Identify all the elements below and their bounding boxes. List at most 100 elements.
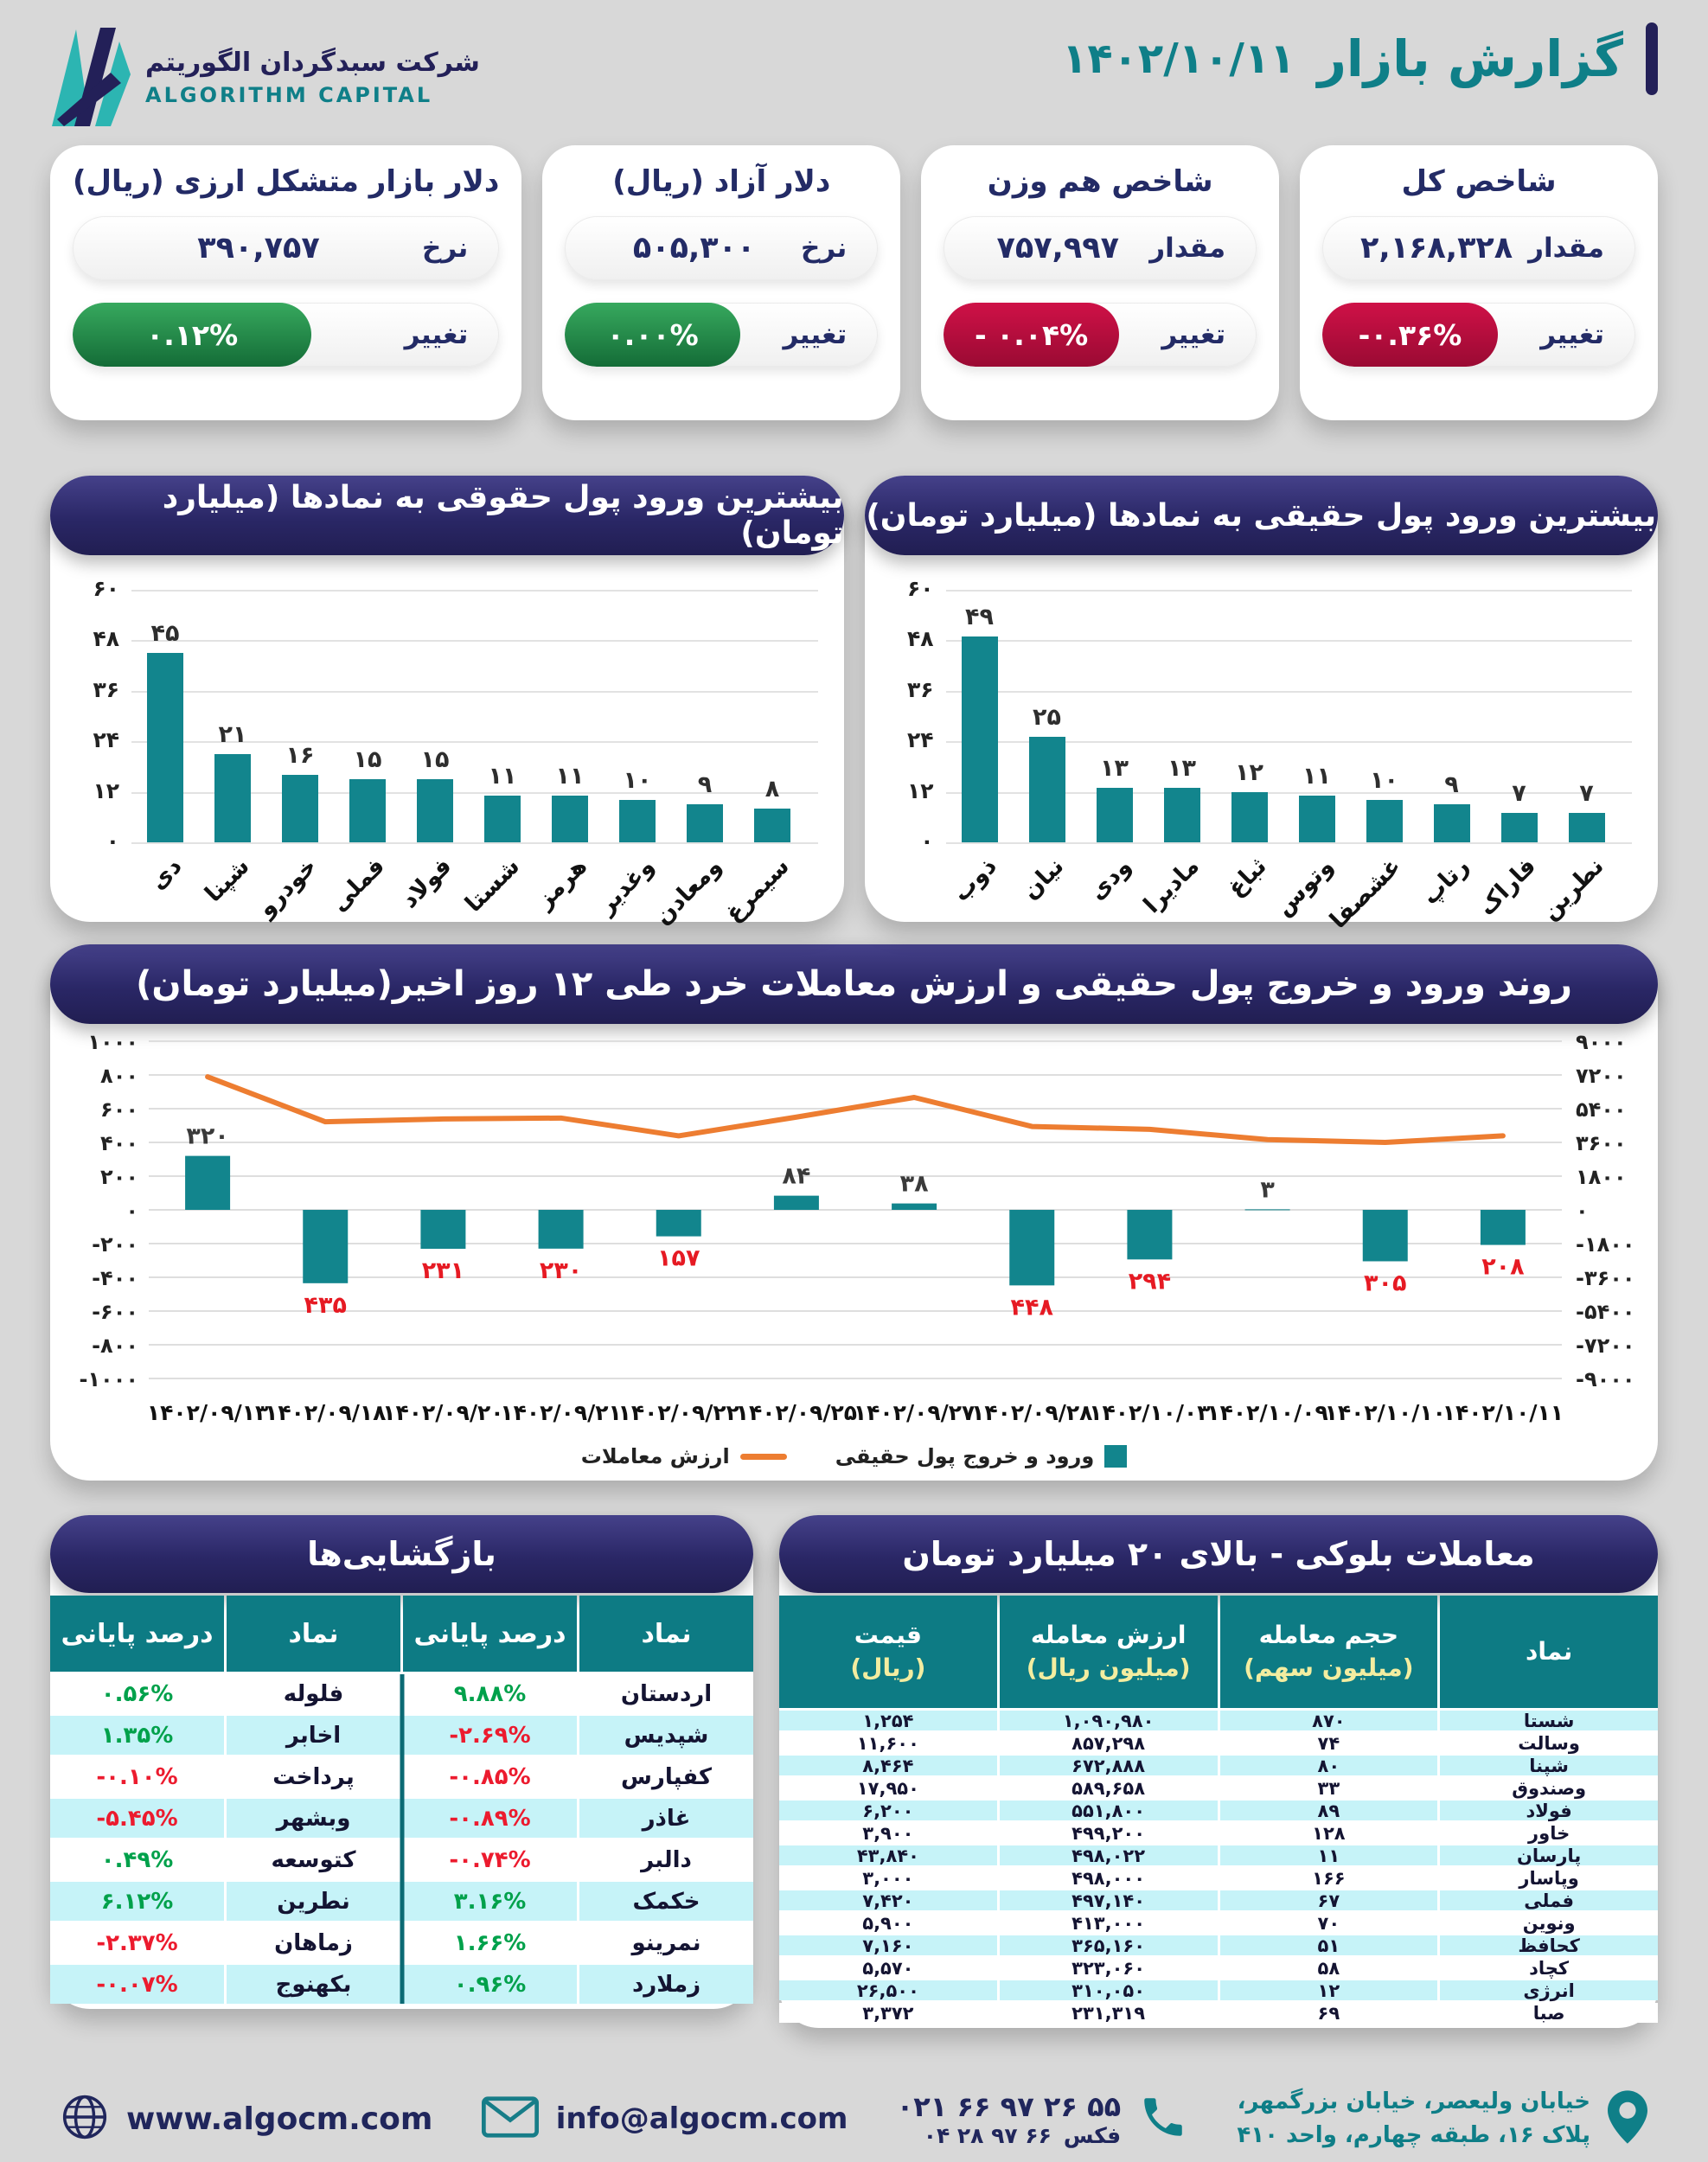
stat-card: دلار آزاد (ریال) نرخ ۵۰۵,۳۰۰ تغییر ۰.۰۰% [542,145,901,420]
cell-percent: -۰.۸۹% [403,1799,577,1838]
cell-price: ۵,۵۷۰ [779,1958,997,1979]
cell-value: ۱,۰۹۰,۹۸۰ [999,1711,1218,1731]
left-axis-tick: -۴۰۰ [92,1266,138,1290]
stat-card-title: دلار بازار متشکل ارزی (ریال) [73,164,500,199]
cell-symbol: کحافظ [1440,1935,1658,1956]
cell-price: ۶,۲۰۰ [779,1801,997,1821]
date-label: ۱۴۰۲/۰۹/۲۰ [382,1400,503,1425]
legend-item-value: ارزش معاملات [581,1444,787,1468]
change-label: تغییر [1540,319,1604,350]
cell-symbol: کفپارس [579,1757,753,1796]
bar [1028,737,1065,842]
cell-symbol: فلوله [227,1674,400,1713]
location-pin-icon [1608,2090,1647,2147]
cell-value: ۶۷۲,۸۸۸ [999,1756,1218,1776]
cell-value: ۳۱۰,۰۵۰ [999,1980,1218,2001]
trend-bar [538,1210,584,1249]
brand-text: شرکت سبدگردان الگوریتم ALGORITHM CAPITAL [145,48,480,107]
bar-value-label: ۲۵ [1033,704,1061,732]
left-axis-tick: -۲۰۰ [92,1232,138,1257]
plot-area: ۶۰ ۴۸ ۳۶ ۲۴ ۱۲ ۰ ۴۹ ۲۵ ۱۳ ۱۳ ۱۲ ۱۱ ۱۰ ۹ ۷ ۷ [889,576,1632,854]
bar [619,800,656,842]
left-axis-tick: ۴۰۰ [100,1131,138,1155]
cell-price: ۷,۱۶۰ [779,1935,997,1956]
trend-bar-value-label: ۲۹۴ [1129,1268,1171,1295]
cell-symbol: وصندوق [1440,1778,1658,1799]
trend-bar-value-label: ۴۳۵ [304,1292,347,1319]
cell-price: ۱۱,۶۰۰ [779,1733,997,1754]
bar-value-label: ۱۰ [1370,767,1398,795]
bar [961,636,998,842]
trend-bar-value-label: ۳۸ [900,1171,929,1198]
cell-value: ۴۹۹,۲۰۰ [999,1823,1218,1844]
percent-value: ۰.۹۶% [453,1971,527,1998]
cell-value: ۵۸۹,۶۵۸ [999,1778,1218,1799]
x-axis-label-text: فولاد [396,853,457,914]
date-label: ۱۴۰۲/۱۰/۱۰ [1325,1400,1446,1425]
percent-value: ۱.۶۶% [453,1929,527,1956]
cell-volume: ۷۰ [1219,1913,1438,1934]
cell-price: ۱۷,۹۵۰ [779,1778,997,1799]
x-axis-label-text: شپنا [200,853,255,908]
reopenings-header: نماد درصد پایانی نماد درصد پایانی [50,1596,753,1672]
cell-volume: ۵۸ [1219,1958,1438,1979]
cell-symbol: فملی [1440,1890,1658,1911]
cell-percent: ۰.۴۹% [50,1840,224,1879]
trend-bar [892,1203,937,1210]
gridline [131,590,818,592]
bar [417,779,453,842]
date-label: ۱۴۰۲/۰۹/۲۷ [854,1400,975,1425]
bar [1231,791,1268,842]
gridline [945,842,1632,844]
left-axis-tick: ۱۰۰۰ [87,1030,138,1054]
bar [1568,812,1605,842]
cell-symbol: دالبر [579,1840,753,1879]
cell-volume: ۷۴ [1219,1733,1438,1754]
bar-value-label: ۱۱ [1302,763,1331,790]
bar-value-label: ۱۵ [420,746,450,773]
right-axis-tick: -۹۰۰۰ [1576,1367,1635,1391]
y-axis-tick: ۱۲ [906,777,934,803]
stat-card-title: شاخص هم وزن [987,164,1213,199]
cell-symbol: فولاد [1440,1801,1658,1821]
right-axis-tick: ۰ [1576,1199,1589,1223]
cell-percent: -۰.۸۵% [403,1757,577,1796]
cell-symbol: خاور [1440,1823,1658,1844]
cell-value: ۵۵۱,۸۰۰ [999,1801,1218,1821]
email-text: info@algocm.com [555,2101,848,2136]
gridline [131,741,818,744]
cell-price: ۳,۰۰۰ [779,1868,997,1889]
date-label: ۱۴۰۲/۱۰/۰۳ [1089,1400,1210,1425]
cell-symbol: صبا [1440,2003,1658,2024]
change-badge: - ۰.۰۴% [944,303,1119,367]
cell-symbol: کچاد [1440,1958,1658,1979]
x-axis-label-text: دی [144,853,188,896]
y-axis-tick: ۰ [106,828,119,854]
y-axis-tick: ۴۸ [906,626,934,652]
cell-volume: ۱۱ [1219,1845,1438,1866]
cell-symbol: نمرینو [579,1923,753,1962]
line-series-swatch [739,1453,787,1460]
change-badge: -۰.۳۶% [1322,303,1498,367]
cell-value: ۴۱۳,۰۰۰ [999,1913,1218,1934]
bar-value-label: ۸ [764,776,780,803]
change-label: تغییر [783,319,848,350]
right-axis-tick: ۹۰۰۰ [1576,1030,1627,1054]
real-money-bar-chart: ۶۰ ۴۸ ۳۶ ۲۴ ۱۲ ۰ ۴۹ ۲۵ ۱۳ ۱۳ ۱۲ ۱۱ ۱۰ ۹ ۷ ۷ ذوب نیان ودی ما… [865,576,1659,944]
cell-percent: ۰.۹۶% [403,1965,577,2004]
bar [687,804,723,842]
bar [1433,804,1470,842]
left-axis-tick: ۲۰۰ [100,1165,138,1189]
trend-bar-value-label: ۱۵۷ [657,1245,700,1272]
left-axis-tick: -۶۰۰ [92,1300,138,1324]
cell-volume: ۱۶۶ [1219,1868,1438,1889]
bar [214,753,251,842]
y-axis-tick: ۴۸ [93,626,119,652]
trend-bar-value-label: ۴۴۸ [1011,1294,1054,1321]
phone-icon [1138,2092,1188,2146]
cell-percent: ۱.۶۶% [403,1923,577,1962]
trend-bar-value-label: ۸۴ [782,1163,810,1190]
bar [1096,787,1133,842]
bar [754,809,790,842]
right-axis-tick: ۵۴۰۰ [1576,1097,1627,1122]
